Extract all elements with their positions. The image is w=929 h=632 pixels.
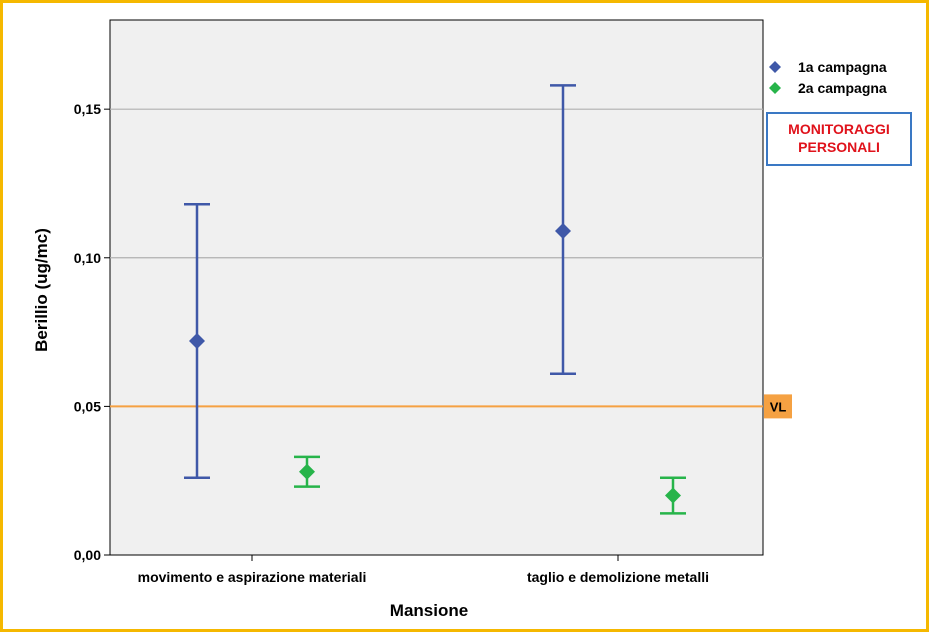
- reference-label: VL: [770, 399, 787, 414]
- y-tick-label: 0,05: [74, 398, 101, 414]
- legend-label: 2a campagna: [798, 80, 887, 96]
- y-axis-title: Berillio (ug/mc): [32, 228, 51, 352]
- annotation-line: MONITORAGGI: [788, 121, 890, 137]
- mean-marker: [189, 333, 205, 349]
- y-tick-label: 0,10: [74, 250, 101, 266]
- legend-marker: [769, 82, 781, 94]
- y-tick-label: 0,00: [74, 547, 101, 563]
- mean-marker: [665, 487, 681, 504]
- mean-marker: [299, 463, 315, 480]
- reference-label-bg: [764, 394, 792, 419]
- annotation-border: [766, 112, 912, 166]
- chart: VL 0,00 0,05 0,10 0,15 movimento e aspirazi…: [32, 19, 912, 620]
- mean-marker: [555, 223, 571, 240]
- legend-label: 1a campagna: [798, 59, 887, 75]
- annotation-box: MONITORAGGI PERSONALI: [766, 112, 912, 166]
- plot-area: [109, 19, 764, 556]
- x-tick-label: taglio e demolizione metalli: [527, 569, 709, 585]
- legend: 1a campagna 2a campagna: [769, 59, 887, 96]
- x-tick-label: movimento e aspirazione materiali: [138, 569, 367, 585]
- legend-marker: [769, 61, 781, 73]
- annotation-line: PERSONALI: [798, 139, 880, 155]
- x-axis-title: Mansione: [390, 601, 468, 620]
- y-tick-label: 0,15: [74, 101, 101, 117]
